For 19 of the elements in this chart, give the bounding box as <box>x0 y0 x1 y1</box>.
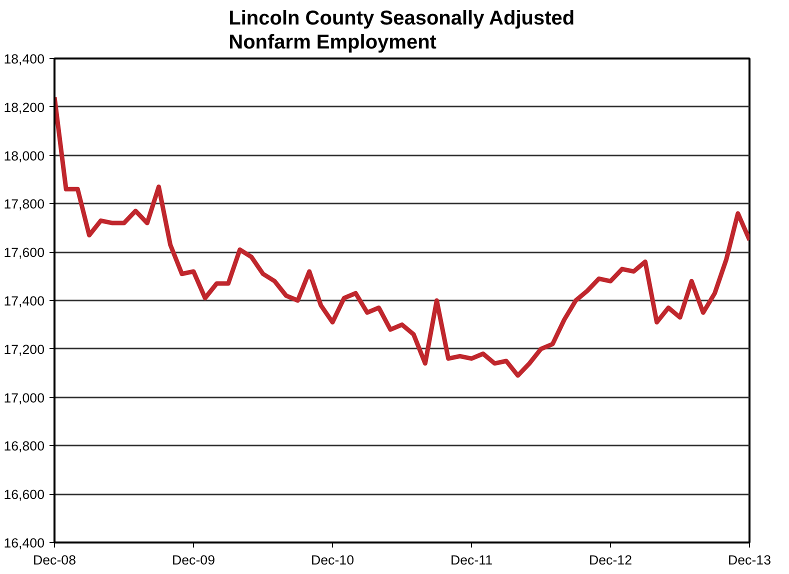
y-tick-label: 17,200 <box>4 342 44 357</box>
y-tick-label: 16,800 <box>4 438 44 454</box>
x-tick-label: Dec-10 <box>311 552 354 568</box>
y-tick-label: 18,200 <box>4 100 44 115</box>
y-tick-label: 16,400 <box>4 536 44 550</box>
y-tick-label: 17,400 <box>4 294 44 308</box>
y-tick-label: 17,800 <box>4 196 44 212</box>
chart-title: Lincoln County Seasonally Adjusted Nonfarm Employment <box>228 7 575 54</box>
y-tick-label: 17,600 <box>4 245 44 260</box>
y-tick-label: 18,400 <box>4 52 44 66</box>
x-tick-label: Dec-11 <box>450 552 492 568</box>
y-tick-label: 17,000 <box>4 390 44 406</box>
y-tick-label: 18,000 <box>4 148 44 164</box>
x-tick-label: Dec-13 <box>728 552 771 568</box>
x-tick-label: Dec-12 <box>589 552 632 568</box>
x-tick-label: Dec-09 <box>172 552 215 568</box>
y-tick-label: 16,600 <box>4 487 44 502</box>
line-series <box>54 94 750 378</box>
x-tick-label: Dec-08 <box>33 552 76 568</box>
